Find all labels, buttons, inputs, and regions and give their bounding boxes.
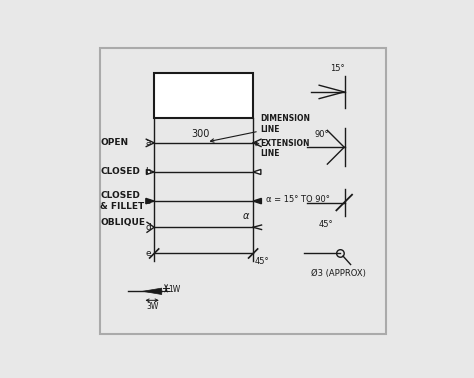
- Text: d: d: [146, 223, 151, 232]
- Text: e: e: [146, 249, 151, 258]
- Text: α: α: [243, 211, 249, 221]
- Text: CLOSED: CLOSED: [100, 167, 140, 177]
- Polygon shape: [146, 169, 154, 175]
- Text: 45°: 45°: [319, 220, 333, 229]
- Text: EXTENSION
LINE: EXTENSION LINE: [260, 139, 310, 158]
- FancyBboxPatch shape: [100, 48, 386, 334]
- Text: OBLIQUE: OBLIQUE: [100, 218, 146, 228]
- Text: a: a: [146, 138, 151, 147]
- Polygon shape: [253, 169, 261, 175]
- Text: 15°: 15°: [330, 64, 345, 73]
- Text: CLOSED
& FILLET: CLOSED & FILLET: [100, 191, 145, 211]
- Text: 3W: 3W: [146, 302, 158, 311]
- Text: b: b: [146, 167, 151, 177]
- Text: OPEN: OPEN: [100, 138, 128, 147]
- Text: DIMENSION
LINE: DIMENSION LINE: [260, 114, 310, 134]
- Text: α = 15° TO 90°: α = 15° TO 90°: [266, 195, 330, 204]
- Text: c: c: [146, 197, 151, 206]
- Text: 300: 300: [191, 129, 210, 139]
- Text: 1W: 1W: [168, 285, 181, 294]
- Text: 45°: 45°: [255, 257, 269, 266]
- Text: Ø3 (APPROX): Ø3 (APPROX): [311, 270, 366, 279]
- Bar: [154, 73, 253, 118]
- Polygon shape: [143, 288, 162, 294]
- Polygon shape: [146, 198, 154, 204]
- Polygon shape: [253, 198, 262, 204]
- Text: 90°: 90°: [314, 130, 329, 139]
